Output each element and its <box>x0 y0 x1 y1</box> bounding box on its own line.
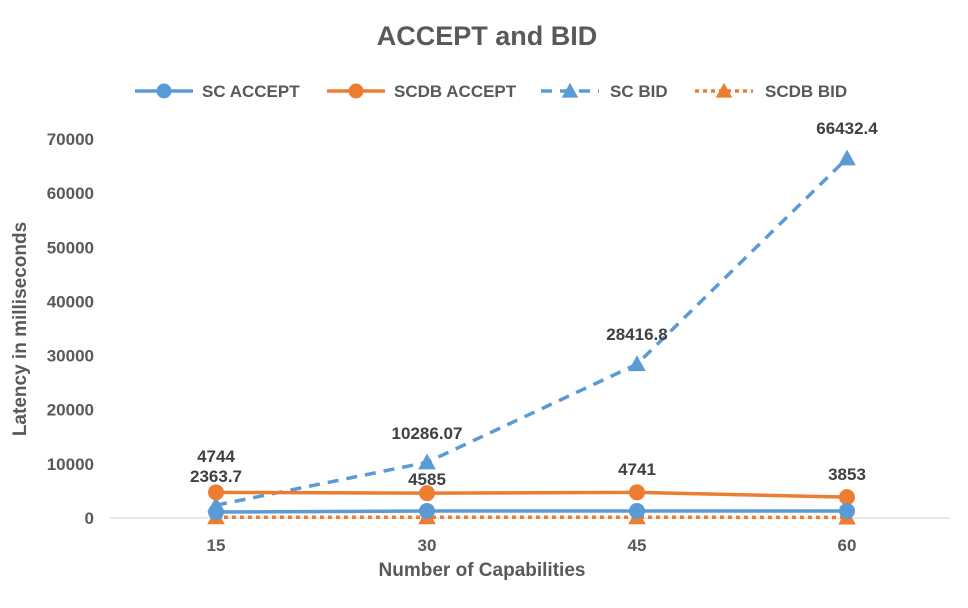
legend-item: SC ACCEPT <box>135 82 300 101</box>
x-axis-label: Number of Capabilities <box>379 560 586 581</box>
legend-item: SCDB BID <box>695 82 847 101</box>
legend-item: SCDB ACCEPT <box>327 82 517 101</box>
y-tick-label: 0 <box>85 509 94 528</box>
data-label: 4744 <box>197 447 235 466</box>
data-label: 10286.07 <box>392 424 463 443</box>
series-lines <box>216 158 847 517</box>
series-line-scdb-accept <box>216 492 847 497</box>
y-tick-label: 40000 <box>47 292 94 311</box>
y-tick-label: 70000 <box>47 130 94 149</box>
legend-item: SC BID <box>541 82 668 101</box>
y-tick-label: 60000 <box>47 184 94 203</box>
data-point <box>838 150 856 166</box>
data-label: 4585 <box>408 470 446 489</box>
data-point <box>208 504 224 520</box>
legend-label: SC ACCEPT <box>202 82 300 101</box>
legend-label: SCDB ACCEPT <box>394 82 517 101</box>
data-point <box>629 503 645 519</box>
legend-marker <box>157 84 172 99</box>
data-label: 66432.4 <box>816 119 878 138</box>
data-labels: 4744 4585 4741 3853 2363.7 10286.07 28416.8 664… <box>190 119 878 489</box>
y-tick-label: 20000 <box>47 401 94 420</box>
y-axis-label: Latency in milliseconds <box>10 222 31 436</box>
legend-label: SCDB BID <box>765 82 847 101</box>
data-point <box>839 489 855 505</box>
series-line-sc-accept <box>216 511 847 512</box>
chart-title: ACCEPT and BID <box>377 21 598 51</box>
data-point <box>419 503 435 519</box>
x-tick-label: 15 <box>207 536 226 555</box>
series-markers <box>207 150 856 525</box>
x-tick-label: 60 <box>838 536 857 555</box>
legend-marker <box>349 84 364 99</box>
y-tick-label: 30000 <box>47 347 94 366</box>
data-label: 3853 <box>828 465 866 484</box>
data-point <box>839 503 855 519</box>
y-axis-ticks: 0 10000 20000 30000 40000 50000 60000 70000 <box>47 130 94 528</box>
y-tick-label: 10000 <box>47 455 94 474</box>
x-tick-label: 45 <box>628 536 647 555</box>
x-axis-ticks: 15 30 45 60 <box>207 536 857 555</box>
data-point <box>208 484 224 500</box>
data-point <box>418 454 436 470</box>
series-line-sc-bid <box>216 158 847 505</box>
y-tick-label: 50000 <box>47 238 94 257</box>
x-tick-label: 30 <box>418 536 437 555</box>
data-label: 4741 <box>618 460 656 479</box>
data-label: 28416.8 <box>606 325 667 344</box>
legend-label: SC BID <box>610 82 668 101</box>
data-point <box>629 484 645 500</box>
data-label: 2363.7 <box>190 467 242 486</box>
legend: SC ACCEPT SCDB ACCEPT SC BID SCDB BID <box>135 82 847 101</box>
